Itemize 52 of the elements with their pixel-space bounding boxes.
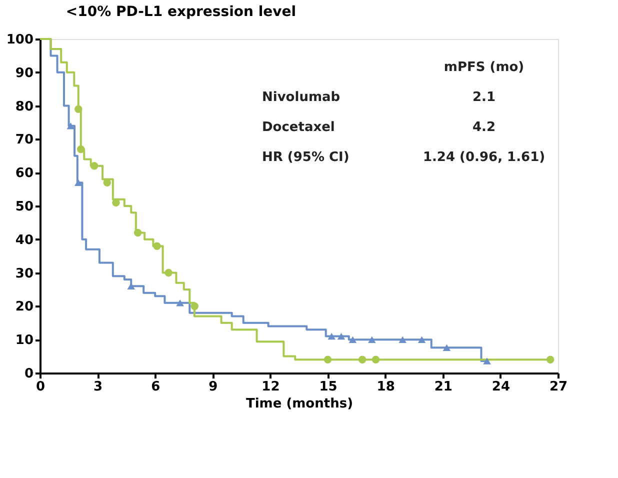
point — [442, 344, 451, 351]
annotation: 2.1 — [472, 90, 496, 105]
annotation: mPFS (mo) — [444, 60, 524, 75]
annotation: Docetaxel — [262, 120, 335, 135]
point — [74, 179, 82, 186]
y-tick-label: 10 — [15, 333, 34, 348]
point — [337, 332, 346, 340]
y-tick-label: 20 — [15, 300, 34, 315]
x-axis-title: Time (months) — [246, 396, 354, 412]
point — [324, 356, 332, 364]
x-tick-label: 27 — [549, 380, 568, 394]
x-tick-label: 24 — [492, 380, 510, 394]
y-tick-label: 30 — [15, 266, 34, 282]
point — [74, 105, 82, 114]
x-tick-label: 21 — [434, 380, 452, 394]
point — [164, 268, 172, 277]
x-tick-label: 3 — [94, 380, 103, 394]
y-tick-label: 100 — [6, 32, 34, 48]
point — [368, 336, 376, 343]
point — [348, 336, 357, 343]
x-tick-label: 0 — [36, 380, 46, 394]
point — [398, 336, 406, 343]
y-tick-label: 40 — [15, 232, 34, 248]
y-tick-label: 80 — [15, 99, 34, 114]
y-tick-label: 90 — [15, 66, 34, 81]
x-tick-label: 18 — [376, 380, 395, 394]
point — [328, 332, 336, 340]
point — [418, 336, 426, 343]
x-tick-label: 6 — [151, 380, 160, 394]
x-tick-label: 15 — [319, 380, 338, 394]
point — [76, 145, 85, 154]
point — [372, 356, 380, 364]
annotation: 4.2 — [472, 120, 496, 135]
point — [358, 356, 366, 364]
point — [134, 228, 142, 237]
x-tick-label: 9 — [208, 380, 218, 394]
annotation: Nivolumab — [262, 90, 340, 105]
point — [176, 300, 184, 306]
annotation: HR (95% CI) — [262, 150, 350, 165]
y-tick-label: 0 — [24, 366, 34, 382]
y-tick-label: 60 — [15, 166, 34, 182]
point — [66, 122, 75, 130]
point — [190, 302, 199, 310]
x-tick-label: 12 — [262, 380, 280, 394]
y-tick-label: 70 — [15, 132, 34, 148]
point — [483, 358, 491, 364]
y-tick-label: 50 — [15, 200, 34, 214]
chart-title: <10% PD-L1 expression level — [66, 4, 296, 20]
point — [153, 242, 161, 250]
annotation: 1.24 (0.96, 1.61) — [422, 150, 546, 165]
point — [546, 356, 554, 364]
point — [90, 162, 98, 170]
